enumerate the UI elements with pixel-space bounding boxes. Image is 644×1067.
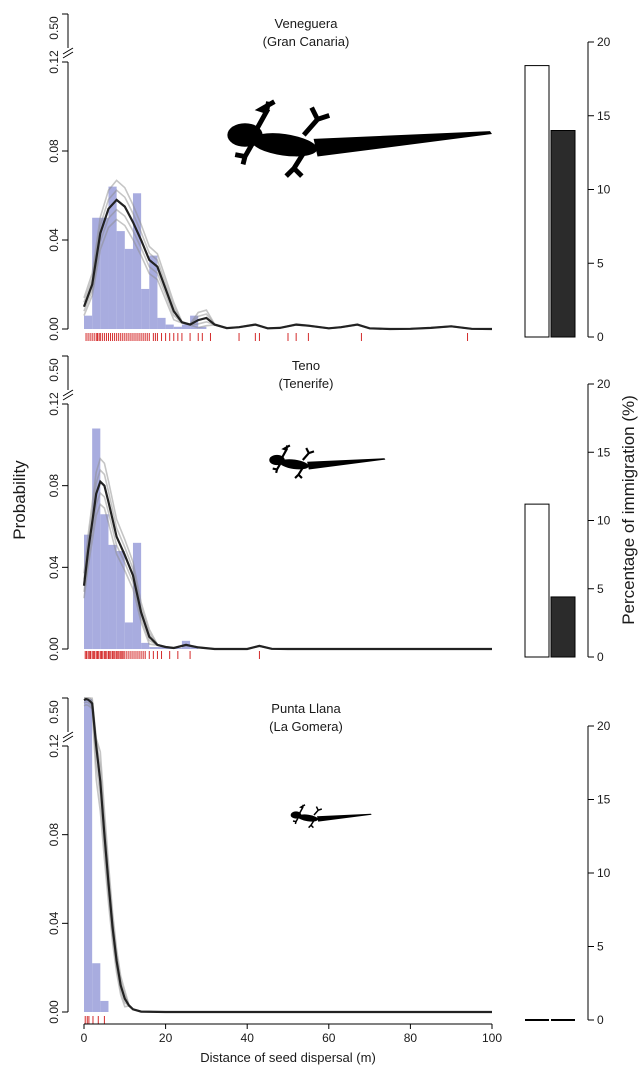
lizard-icon-tenerife <box>268 444 387 480</box>
panel-3-y2-tick-label: 10 <box>597 866 611 880</box>
panel-3-site: Punta Llana <box>271 701 341 716</box>
panel-1-histogram-bar <box>198 326 207 329</box>
panel-2-y-tick-label: 0.00 <box>47 637 61 661</box>
panel-2-immigration-bar-black <box>550 596 576 658</box>
x-tick-label: 0 <box>81 1031 88 1045</box>
panel-1-y-tick-label: 0.04 <box>47 228 61 252</box>
x-tick-label: 80 <box>404 1031 418 1045</box>
panel-3-y-tick-label: 0.08 <box>47 823 61 847</box>
panel-3-histogram-bar <box>100 1000 109 1012</box>
panel-1-y-tick-label: 0.08 <box>47 139 61 163</box>
panel-3-y-tick-label: 0.50 <box>47 700 61 724</box>
panel-2-y-tick-label: 0.04 <box>47 555 61 579</box>
panel-2-histogram-bar <box>124 622 133 649</box>
panel-2-site: Teno <box>292 358 320 373</box>
panel-3-y2-tick-label: 15 <box>597 793 611 807</box>
panel-2-y2-tick-label: 20 <box>597 377 611 391</box>
panel-1-island: (Gran Canaria) <box>263 34 350 49</box>
panel-2-histogram-bar <box>84 534 93 649</box>
panel-2-y2-tick-label: 0 <box>597 650 604 664</box>
panel-3-y-axis-break-mark <box>62 735 74 743</box>
panel-1-histogram-bar <box>157 317 166 329</box>
panel-1-y-tick-label: 0.12 <box>47 50 61 74</box>
panel-1-y2-tick-label: 5 <box>597 256 604 270</box>
panel-3-y-tick-label: 0.12 <box>47 734 61 758</box>
panel-1-histogram-bar <box>149 255 158 329</box>
panel-3-density-bootstrap-line <box>83 701 492 1013</box>
panel-1-density-line <box>82 198 493 331</box>
panel-2-y-tick-label: 0.08 <box>47 474 61 498</box>
panel-1-y2-tick-label: 0 <box>597 330 604 344</box>
panel-3-y-axis-break-mark <box>62 731 74 739</box>
lizard-icon-la-gomera <box>289 804 373 829</box>
panel-2-island: (Tenerife) <box>279 376 334 391</box>
y2-axis-title: Percentage of immigration (%) <box>619 395 638 625</box>
panel-2-y2-tick-label: 10 <box>597 514 611 528</box>
panel-3-y2-tick-label: 0 <box>597 1013 604 1027</box>
panel-2-histogram-bar <box>173 647 182 649</box>
panel-3-density-line <box>83 697 492 1014</box>
panel-2-histogram-bar <box>116 551 125 649</box>
panel-2-histogram-bar <box>108 544 117 649</box>
panel-1-histogram-bar <box>84 315 93 329</box>
panel-1-y2-tick-label: 10 <box>597 183 611 197</box>
panel-1-immigration-bar-black <box>550 130 576 338</box>
x-tick-label: 20 <box>159 1031 173 1045</box>
x-axis-title: Distance of seed dispersal (m) <box>200 1050 376 1065</box>
x-tick-label: 100 <box>482 1031 502 1045</box>
panel-3-density-bootstrap-line <box>84 697 492 1013</box>
panel-2-histogram-bar <box>92 428 101 649</box>
panel-2-density-line <box>82 479 492 651</box>
panel-3-histogram-bar <box>92 963 101 1012</box>
panel-1-y-axis-break-mark <box>62 47 74 55</box>
y-axis-title: Probability <box>10 460 29 540</box>
panel-2-y-tick-label: 0.50 <box>47 358 61 382</box>
panel-2-y-axis-break-mark <box>62 393 74 401</box>
panel-3-y2-tick-label: 5 <box>597 940 604 954</box>
panel-1-y-tick-label: 0.00 <box>47 317 61 341</box>
panel-3-island: (La Gomera) <box>269 719 343 734</box>
panel-1-histogram-bar <box>141 288 150 329</box>
panel-1-immigration-bar-white <box>524 65 550 338</box>
panel-2-y2-tick-label: 15 <box>597 445 611 459</box>
chart-layer: 0.00 0.04 0.08 0.12 0.50 0 5 10 15 20 0.00 0.04 0.08… <box>47 13 611 1045</box>
panel-1-histogram-bar <box>124 248 133 329</box>
panel-1-histogram-bar <box>165 324 174 329</box>
panel-2-y2-tick-label: 5 <box>597 582 604 596</box>
panel-2-histogram-bar <box>141 642 150 649</box>
panel-3-histogram-bar <box>84 699 93 1012</box>
panel-2-histogram-bar <box>157 646 166 649</box>
panel-1-histogram-bar <box>173 326 182 329</box>
panel-1-site: Veneguera <box>275 16 339 31</box>
panel-1-histogram-bar <box>181 324 191 329</box>
x-tick-label: 60 <box>322 1031 336 1045</box>
panel-3-density-bootstrap-line <box>83 704 492 1013</box>
panel-1-histogram-bar <box>100 217 109 329</box>
panel-2-y-axis-break-mark <box>62 389 74 397</box>
panel-2-histogram-bar <box>149 646 158 649</box>
panel-1-y2-tick-label: 20 <box>597 35 611 49</box>
panel-1-y-tick-label: 0.50 <box>47 16 61 40</box>
panel-2-immigration-bar-white <box>524 503 550 658</box>
panel-3-density-bootstrap-line <box>84 697 492 1013</box>
panel-2-histogram-bar <box>100 514 109 649</box>
panel-1-histogram-bar <box>116 231 125 329</box>
panel-3-y-tick-label: 0.00 <box>47 1000 61 1024</box>
lizard-icon-gran-canaria <box>227 102 492 176</box>
panel-3-y-tick-label: 0.04 <box>47 911 61 935</box>
panel-1-histogram-bar <box>108 186 117 329</box>
panel-2-y-tick-label: 0.12 <box>47 392 61 416</box>
panel-1-y2-tick-label: 15 <box>597 109 611 123</box>
panel-1-y-axis-break-mark <box>62 51 74 59</box>
panel-1-histogram-bar <box>132 193 142 329</box>
panel-3-y2-tick-label: 20 <box>597 719 611 733</box>
x-tick-label: 40 <box>241 1031 255 1045</box>
panel-2-histogram-bar <box>190 646 199 649</box>
